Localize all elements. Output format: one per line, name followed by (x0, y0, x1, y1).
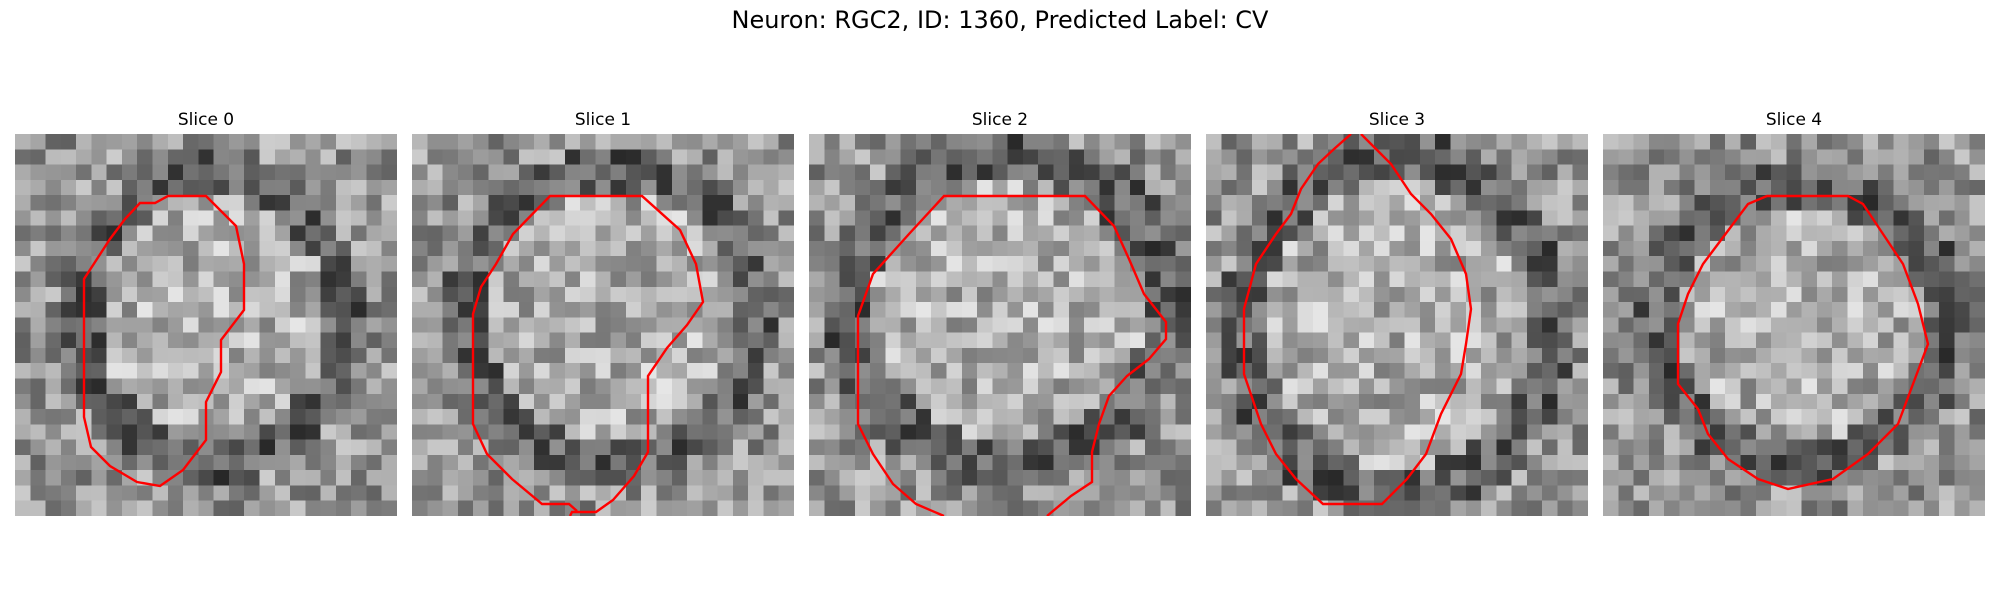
slice-3-contour (1242, 134, 1473, 506)
slice-0-contour (82, 194, 246, 488)
slice-0-panel (15, 134, 397, 516)
slice-4-image (1603, 134, 1985, 516)
slice-1-image (412, 134, 794, 516)
slice-0-title: Slice 0 (177, 110, 235, 130)
slice-3-title: Slice 3 (1368, 110, 1426, 130)
slice-1-title: Slice 1 (574, 110, 632, 130)
slice-3-image (1206, 134, 1588, 516)
slice-4-title: Slice 4 (1765, 110, 1823, 130)
slice-4-contour-overlay (1676, 194, 1930, 491)
slice-3-panel (1206, 134, 1588, 516)
slice-2-contour (856, 194, 1168, 516)
slice-2-contour-overlay (856, 194, 1168, 516)
slice-2-panel (809, 134, 1191, 516)
slice-0-contour-overlay (82, 194, 246, 488)
slice-4-contour (1676, 194, 1930, 491)
slice-1-contour-overlay (471, 194, 705, 516)
slice-1-panel (412, 134, 794, 516)
slice-4-panel (1603, 134, 1985, 516)
slice-3-contour-overlay (1242, 134, 1473, 506)
slice-1-contour (471, 194, 705, 516)
slice-2-title: Slice 2 (971, 110, 1029, 130)
figure-title: Neuron: RGC2, ID: 1360, Predicted Label:… (731, 6, 1269, 34)
